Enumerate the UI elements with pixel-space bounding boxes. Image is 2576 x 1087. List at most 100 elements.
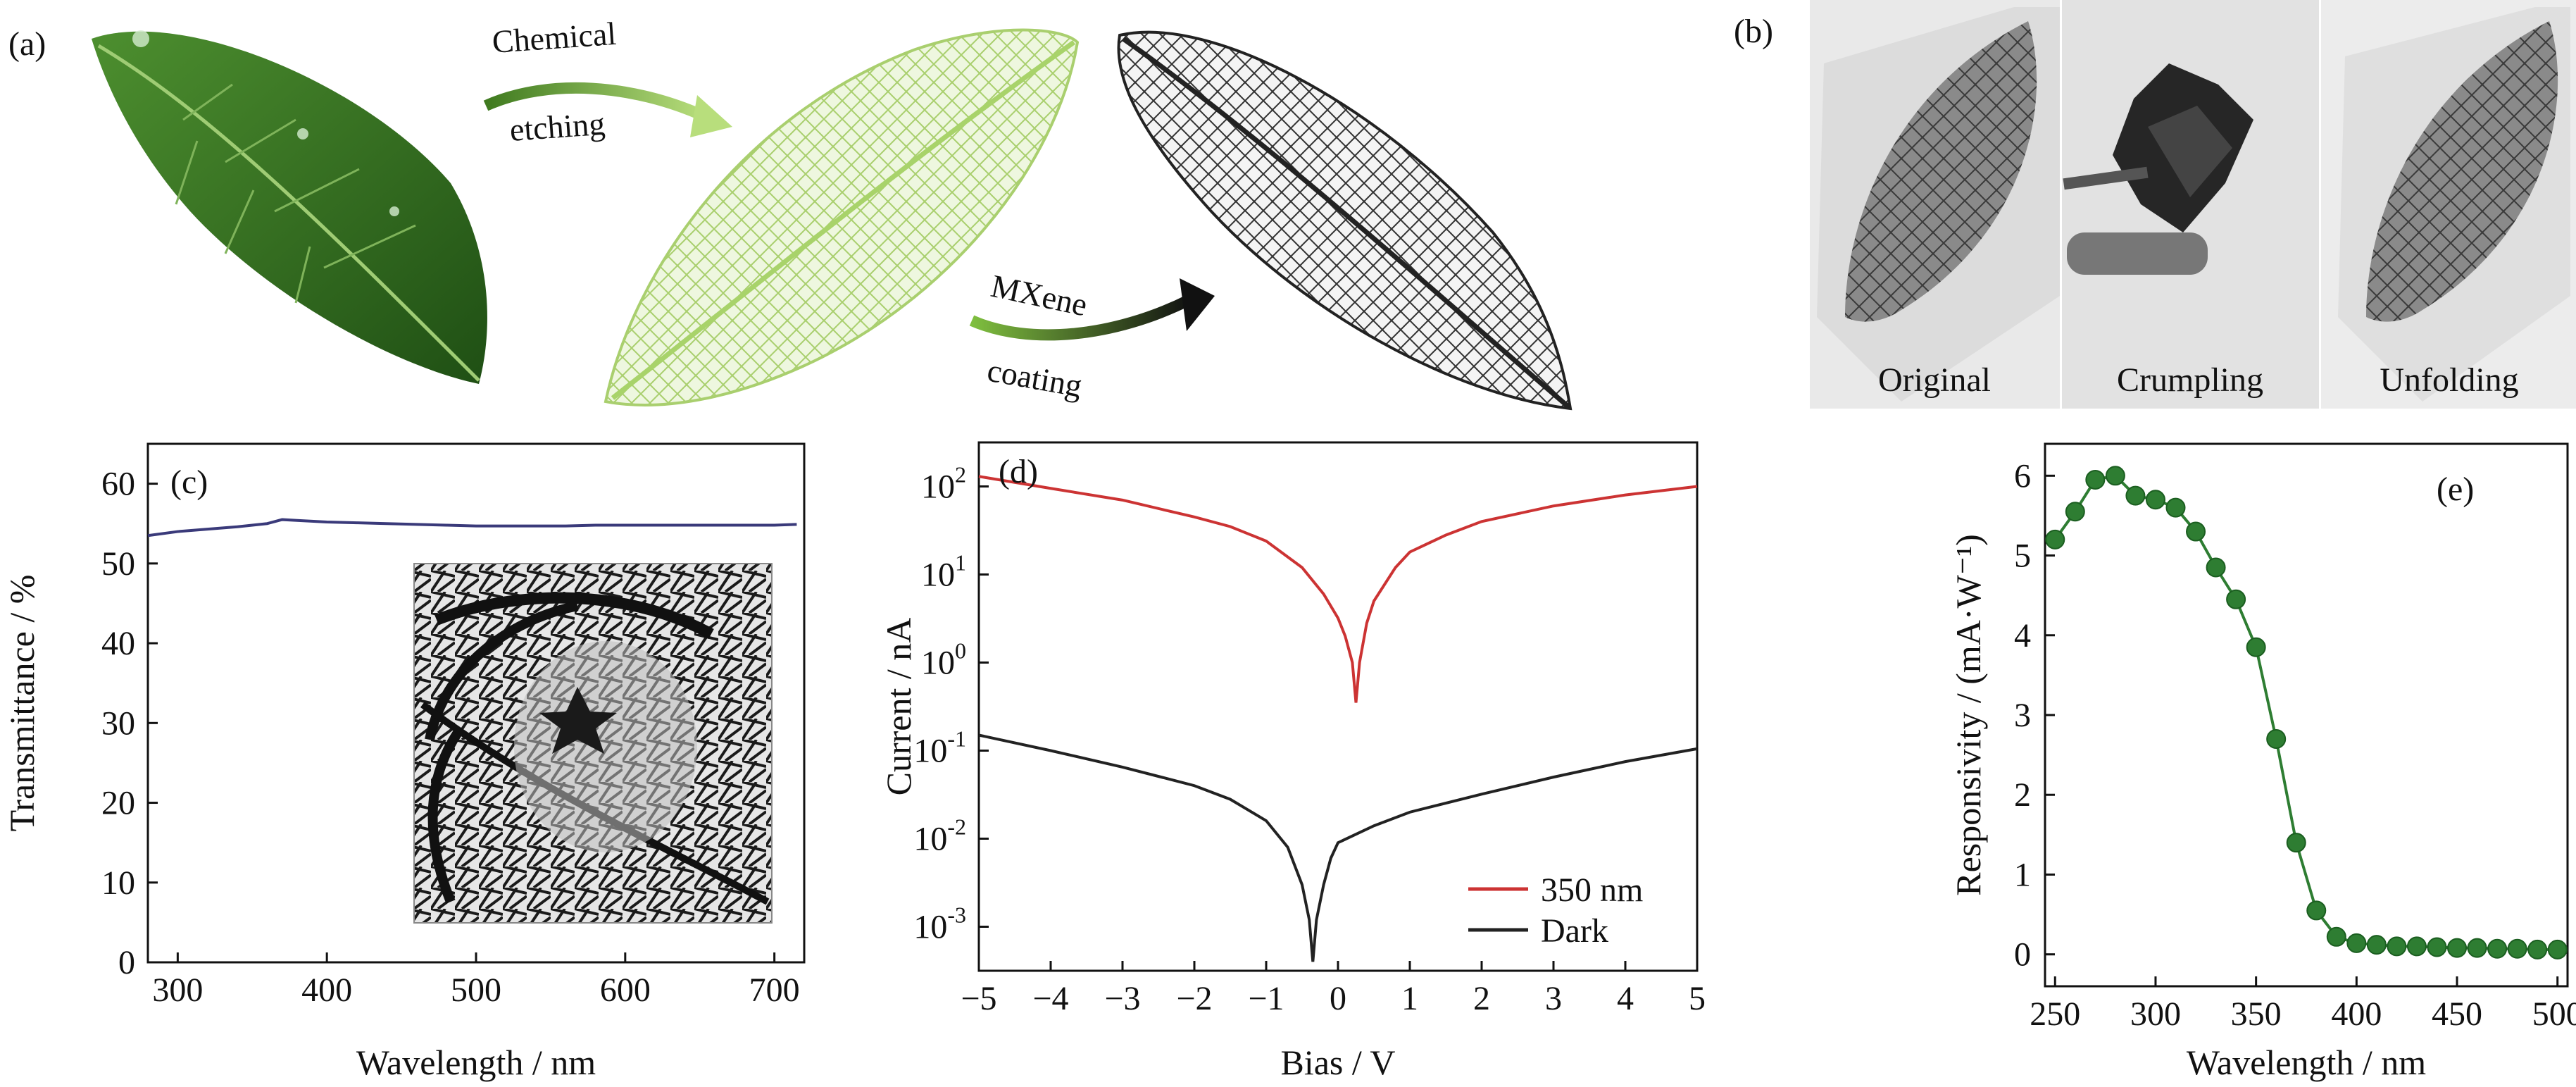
chart-d-xtick-label: 0 [1330, 980, 1346, 1017]
chart-e-data-point [2246, 637, 2266, 657]
chart-e-data-point [2165, 497, 2186, 518]
chart-d-panel-label: (d) [999, 453, 1038, 490]
coating-arrow [969, 294, 1193, 341]
panel-b-label: (b) [1734, 13, 1773, 50]
chart-e-data-point [2346, 933, 2367, 953]
chart-e-data-point [2406, 936, 2427, 957]
chart-d-xtick-label: 4 [1617, 980, 1634, 1017]
chart-e-data-point [2306, 900, 2327, 921]
chart-d-legend-label-1: Dark [1541, 912, 1608, 950]
chart-d-ytick-exponent: -2 [947, 814, 966, 840]
chart-c-xtick-label: 300 [152, 971, 203, 1009]
chart-e-data-point [2547, 939, 2568, 959]
chart-e-data-point [2145, 490, 2165, 510]
chart-c-xtick-label: 600 [600, 971, 651, 1009]
chart-d-ytick-exponent: 0 [955, 638, 966, 664]
chart-d-xtick-label: −2 [1176, 980, 1212, 1017]
chart-e-xtick-label: 350 [2231, 995, 2282, 1033]
chart-e-data-point [2326, 926, 2346, 947]
chart-e-data-point [2427, 937, 2447, 957]
chart-e-xtick-label: 300 [2130, 995, 2181, 1033]
chart-e-data-point [2527, 939, 2548, 959]
chart-e-data-point [2507, 938, 2527, 959]
coating-label-line1: MXene [988, 268, 1091, 323]
chart-e-data-point [2085, 469, 2106, 490]
chart-e-ytick-label: 0 [2014, 936, 2031, 974]
chart-e-xtick-label: 450 [2432, 995, 2482, 1033]
chart-c-xtick-label: 400 [301, 971, 352, 1009]
chart-e-data-point [2366, 935, 2387, 955]
chart-c-ylabel: Transmittance / % [2, 575, 42, 832]
chart-d-ytick-label: 10-2 [913, 814, 966, 858]
chart-e-xlabel: Wavelength / nm [2187, 1043, 2426, 1082]
chart-e-ytick-label: 1 [2014, 856, 2031, 893]
coated-leaf-image [1117, 30, 1573, 411]
panel-a-label: (a) [8, 25, 46, 63]
etching-arrowhead [690, 95, 732, 137]
etching-arrow [483, 82, 707, 122]
coating-arrowhead [1180, 278, 1215, 331]
chart-e-series-line [2053, 474, 2558, 951]
chart-d-ytick-exponent: 1 [955, 550, 966, 576]
chart-d-ytick-exponent: -1 [947, 726, 966, 752]
chart-c-inset-image [413, 563, 773, 924]
chart-d-ytick-exponent: 2 [955, 462, 966, 487]
chart-c-xtick-label: 500 [451, 971, 501, 1009]
chart-c-ytick-label: 0 [118, 944, 135, 981]
chart-d-xtick-label: −1 [1248, 980, 1284, 1017]
chart-e-data-point [2105, 466, 2125, 486]
chart-c: 300 400 500 600 700 0 10 20 30 40 50 60 Wavelength /… [2, 442, 806, 1082]
chart-e-panel-label: (e) [2437, 471, 2474, 508]
panel-a: (a) Chemical etching MXene coating [8, 15, 1573, 411]
chart-d-ytick-label: 100 [921, 638, 966, 682]
chart-e-data-point [2125, 485, 2146, 506]
photo-original: Original [1810, 0, 2060, 409]
chart-e-data-point [2226, 589, 2246, 609]
chart-e-data-point [2186, 521, 2206, 542]
chart-e-ytick-label: 5 [2014, 538, 2031, 575]
chart-e-plot-frame [2044, 442, 2569, 988]
chart-e-xtick-label: 250 [2030, 995, 2080, 1033]
chart-c-series-line [147, 518, 797, 538]
chart-e-data-point [2045, 529, 2065, 549]
chart-d-xlabel: Bias / V [1281, 1043, 1396, 1082]
chart-d-ylabel: Current / nA [879, 618, 918, 796]
chart-c-ytick-label: 50 [101, 545, 135, 583]
skeleton-leaf-image [604, 28, 1080, 406]
chart-d-xtick-label: 3 [1545, 980, 1562, 1017]
chart-e-ytick-label: 4 [2014, 617, 2031, 654]
etching-label-line1: Chemical [491, 15, 617, 60]
chart-e-data-point [2467, 938, 2487, 958]
chart-c-panel-label: (c) [170, 464, 208, 501]
chart-d-xtick-label: 1 [1401, 980, 1418, 1017]
chart-d-ytick-label: 10-3 [913, 902, 966, 946]
chart-e-data-point [2487, 938, 2508, 959]
chart-e-data-point [2206, 557, 2226, 578]
chart-d-xtick-label: −4 [1032, 980, 1068, 1017]
photo-crumpling: Crumpling [2062, 0, 2319, 409]
chart-e-ytick-label: 6 [2014, 457, 2031, 495]
photo-caption-original: Original [1878, 361, 1991, 399]
fresh-leaf-image [92, 30, 487, 384]
chart-e-data-point [2266, 728, 2287, 749]
chart-e-ylabel: Responsivity / (mA·W⁻¹) [1949, 534, 1988, 896]
chart-d-xtick-label: −5 [961, 980, 996, 1017]
chart-e-xtick-label: 400 [2331, 995, 2382, 1033]
chart-c-xtick-label: 700 [749, 971, 800, 1009]
photo-caption-unfolding: Unfolding [2380, 361, 2518, 399]
etching-label-line2: etching [508, 106, 606, 148]
chart-e-ytick-label: 2 [2014, 776, 2031, 814]
chart-d-series-line-1 [978, 733, 1698, 962]
chart-e-data-point [2065, 502, 2085, 522]
chart-d-ytick-label: 101 [921, 550, 966, 594]
chart-d-xtick-label: 5 [1689, 980, 1706, 1017]
photo-unfolding: Unfolding [2321, 0, 2576, 409]
chart-e: 250 300 350 400 450 500 0 1 2 3 4 5 6 Wavelength / nm… [1949, 442, 2576, 1082]
photo-caption-crumpling: Crumpling [2117, 361, 2263, 399]
chart-c-xlabel: Wavelength / nm [356, 1043, 596, 1082]
chart-d-legend-label-0: 350 nm [1541, 871, 1643, 909]
chart-e-data-point [2286, 833, 2306, 853]
chart-d-xtick-label: −3 [1104, 980, 1140, 1017]
chart-c-ytick-label: 10 [101, 864, 135, 902]
